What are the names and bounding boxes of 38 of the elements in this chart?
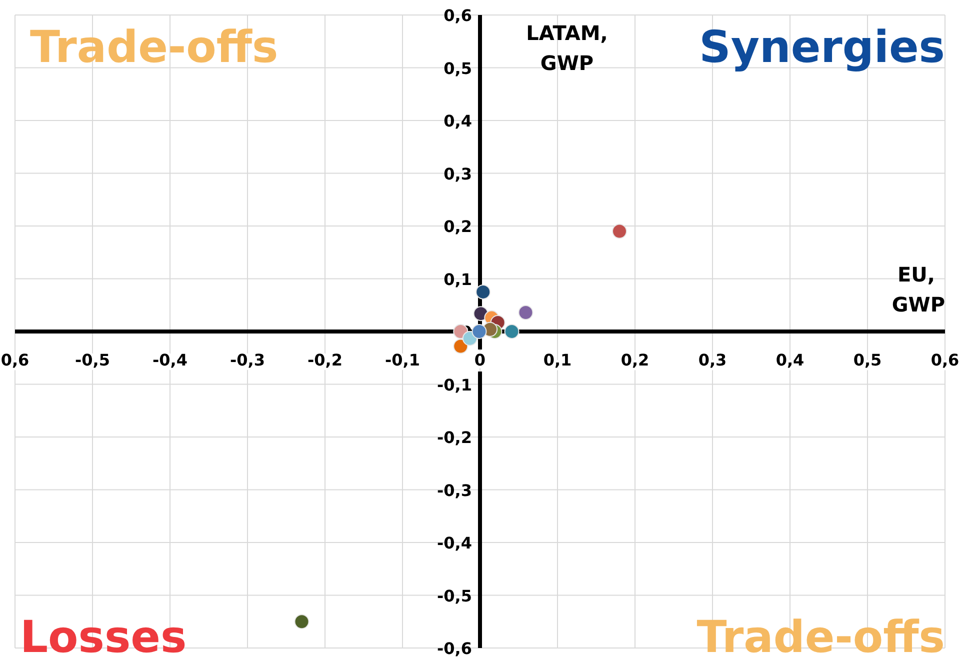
point (476, 284, 491, 300)
y-tick-label: 0,6 (444, 6, 472, 25)
x-tick-label: 0,1 (543, 350, 572, 370)
annotation: Trade-offs (696, 612, 945, 663)
y-tick-label: 0,4 (444, 112, 472, 130)
x-tick-label: -0,3 (230, 350, 265, 370)
y-tick-label: -0,5 (437, 586, 472, 606)
x-tick-label: -0,4 (152, 350, 188, 370)
y-tick-label: 0,1 (444, 270, 472, 289)
y-tick-label: -0,2 (437, 428, 472, 447)
point (612, 224, 627, 239)
point (518, 305, 534, 320)
y-tick-label: 0,3 (444, 164, 472, 184)
y-tick-label: 0,5 (444, 58, 472, 78)
annotation: Trade-offs (30, 22, 278, 73)
x-tick-label: 0,2 (620, 350, 650, 370)
y-axis-title: LATAM, GWP (526, 21, 608, 75)
x-tick-label: -0,1 (385, 350, 420, 370)
y-tick-label: -0,4 (437, 534, 472, 552)
annotation: Losses (20, 612, 187, 663)
x-tick-label: 0 (474, 350, 486, 370)
x-tick-label: -0,5 (75, 350, 110, 370)
x-tick-label: 0,6 (0, 350, 30, 370)
x-tick-label: 0,6 (930, 350, 960, 370)
annotation: Synergies (699, 22, 945, 73)
y-tick-label: -0,6 (437, 639, 472, 658)
x-tick-label: 0,4 (776, 350, 804, 370)
y-tick-label: -0,3 (437, 480, 472, 500)
x-axis-title: EU, GWP (892, 262, 945, 316)
point (472, 324, 487, 339)
y-tick-label: -0,1 (437, 375, 472, 394)
x-tick-label: 0,5 (853, 350, 882, 370)
point (294, 614, 310, 630)
y-tick-label: 0,2 (444, 217, 472, 236)
point (453, 338, 468, 354)
x-tick-label: -0,2 (308, 350, 342, 370)
x-tick-label: 0,3 (698, 350, 727, 370)
point (504, 324, 520, 339)
